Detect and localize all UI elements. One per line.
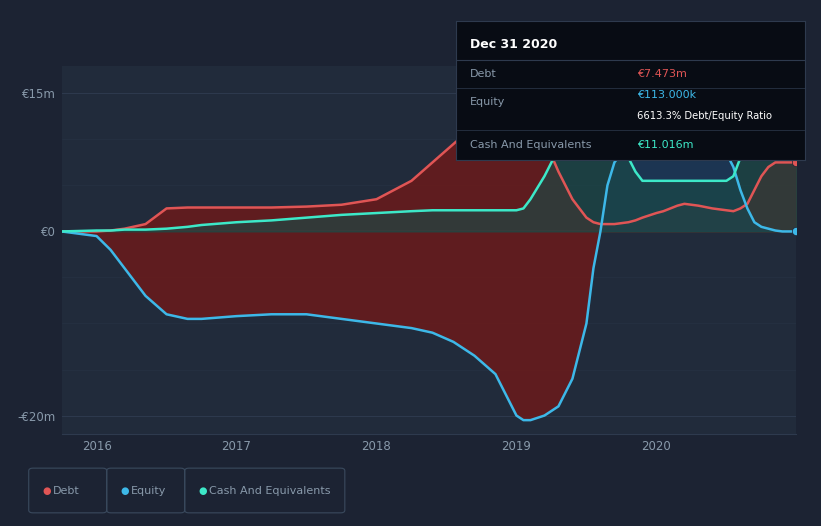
Text: ●: ● [199, 485, 207, 496]
Text: €7.473m: €7.473m [637, 69, 687, 79]
Text: Debt: Debt [53, 485, 80, 496]
Text: Equity: Equity [470, 97, 505, 107]
Text: Dec 31 2020: Dec 31 2020 [470, 38, 557, 51]
Text: Cash And Equivalents: Cash And Equivalents [209, 485, 330, 496]
Text: Cash And Equivalents: Cash And Equivalents [470, 140, 591, 150]
Text: Equity: Equity [131, 485, 166, 496]
Text: Debt: Debt [470, 69, 497, 79]
Text: €11.016m: €11.016m [637, 140, 694, 150]
Text: ●: ● [121, 485, 129, 496]
Text: €113.000k: €113.000k [637, 90, 696, 100]
Text: 6613.3% Debt/Equity Ratio: 6613.3% Debt/Equity Ratio [637, 111, 772, 121]
Text: ●: ● [43, 485, 51, 496]
